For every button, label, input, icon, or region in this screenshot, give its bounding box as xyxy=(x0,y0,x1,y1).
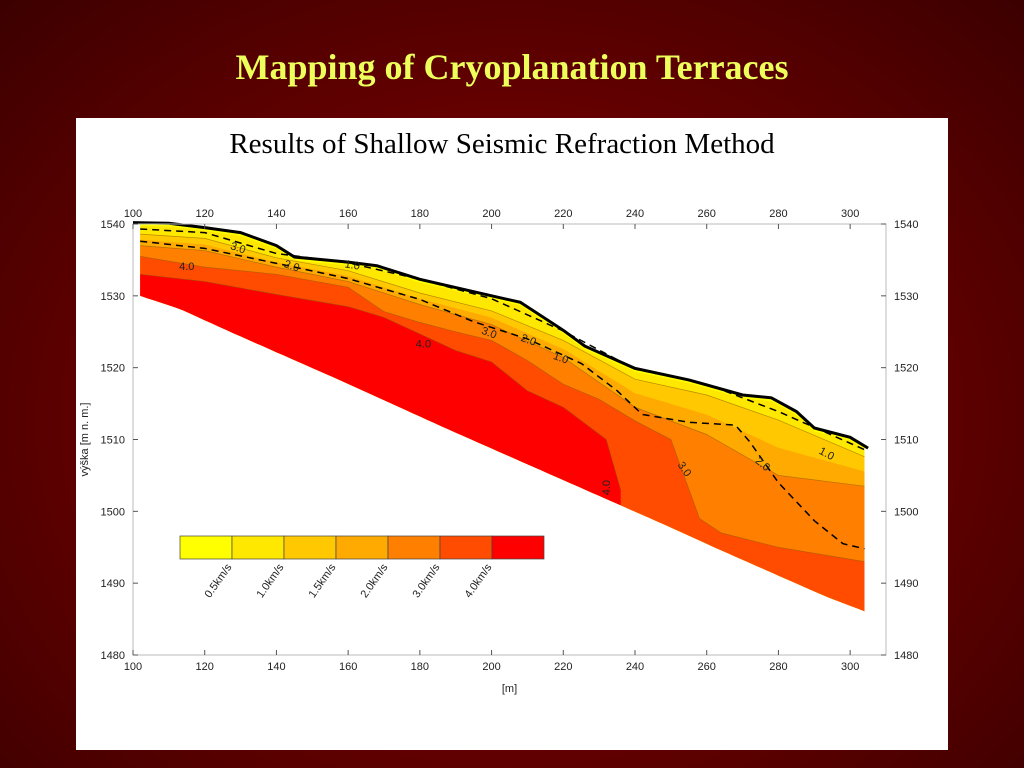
velocity-fill-layer xyxy=(140,224,865,612)
y-tick-label-right: 1500 xyxy=(894,506,918,518)
x-tick-label-bottom: 160 xyxy=(339,661,357,673)
legend-swatch xyxy=(231,535,285,560)
x-tick-label-top: 220 xyxy=(554,208,572,220)
y-tick-label-left: 1530 xyxy=(101,291,125,303)
isoline-label: 3.0 xyxy=(229,240,247,256)
velocity-isoline xyxy=(140,255,865,562)
x-axis-label: [m] xyxy=(502,683,517,695)
legend: 0.5km/s 1.0km/s 1.5km/s 2.0km/s 3.0km/s 4.0km… xyxy=(179,535,545,600)
axes-layer: 100 100 120 120 140 140 160 160 180 180 200 200 220 2… xyxy=(79,208,918,695)
y-tick-label-right: 1510 xyxy=(894,435,918,447)
isoline-label: 1.0 xyxy=(344,258,361,272)
slide-title: Mapping of Cryoplanation Terraces xyxy=(235,47,789,87)
x-tick-label-bottom: 220 xyxy=(554,661,572,673)
x-tick-label-top: 180 xyxy=(411,208,429,220)
x-tick-label-top: 260 xyxy=(698,208,716,220)
refractor-dashed-line xyxy=(140,228,865,451)
x-tick-label-top: 240 xyxy=(626,208,644,220)
x-tick-label-bottom: 180 xyxy=(411,661,429,673)
legend-swatch xyxy=(439,535,493,560)
legend-swatch xyxy=(387,535,441,560)
x-tick-label-top: 200 xyxy=(482,208,500,220)
legend-swatch xyxy=(283,535,337,560)
x-tick-label-bottom: 280 xyxy=(769,661,787,673)
y-tick-label-right: 1490 xyxy=(894,578,918,590)
legend-swatch xyxy=(335,535,389,560)
x-tick-label-bottom: 100 xyxy=(124,661,142,673)
velocity-isoline xyxy=(140,233,865,458)
isoline-label: 1.0 xyxy=(551,350,569,367)
isoline-label: 4.0 xyxy=(601,480,613,495)
legend-label: 3.0km/s xyxy=(411,561,443,600)
x-tick-label-bottom: 300 xyxy=(841,661,859,673)
legend-label: 1.5km/s xyxy=(307,561,339,600)
y-axis-label: výška [m n. m.] xyxy=(79,403,91,477)
refractor-dashed-line xyxy=(140,240,865,550)
y-tick-label-right: 1530 xyxy=(894,291,918,303)
legend-swatch xyxy=(179,535,233,560)
x-tick-label-top: 280 xyxy=(769,208,787,220)
legend-label: 2.0km/s xyxy=(359,561,391,600)
legend-label: 4.0km/s xyxy=(463,561,495,600)
y-tick-label-left: 1480 xyxy=(101,650,125,662)
isoline-layer: 4.03.02.0 1.04.03.0 2.01.04.03.0 2.01.0 xyxy=(132,221,869,562)
chart-title: Results of Shallow Seismic Refraction Me… xyxy=(229,128,775,160)
x-tick-label-top: 140 xyxy=(267,208,285,220)
chart-panel: Results of Shallow Seismic Refraction Me… xyxy=(76,118,948,750)
x-tick-label-top: 120 xyxy=(196,208,214,220)
x-tick-label-bottom: 120 xyxy=(196,661,214,673)
isoline-label: 4.0 xyxy=(416,339,431,351)
y-tick-label-right: 1540 xyxy=(894,219,918,231)
y-tick-label-left: 1510 xyxy=(101,435,125,447)
legend-label: 0.5km/s xyxy=(203,561,235,600)
velocity-isoline xyxy=(140,245,865,487)
y-tick-label-right: 1480 xyxy=(894,650,918,662)
x-tick-label-bottom: 240 xyxy=(626,661,644,673)
velocity-band xyxy=(140,274,621,506)
seismic-section-chart: 4.03.02.0 1.04.03.0 2.01.04.03.0 2.01.0 100… xyxy=(79,208,918,695)
y-tick-label-left: 1490 xyxy=(101,578,125,590)
y-tick-label-left: 1540 xyxy=(101,219,125,231)
x-tick-label-bottom: 200 xyxy=(482,661,500,673)
x-tick-label-top: 100 xyxy=(124,208,142,220)
x-tick-label-top: 300 xyxy=(841,208,859,220)
isoline-label: 2.0 xyxy=(519,332,537,349)
topographic-surface-line xyxy=(132,221,869,450)
y-tick-label-right: 1520 xyxy=(894,363,918,375)
isoline-label: 4.0 xyxy=(179,261,194,273)
velocity-isoline xyxy=(140,273,622,490)
x-tick-label-bottom: 140 xyxy=(267,661,285,673)
legend-label: 1.0km/s xyxy=(255,561,287,600)
isoline-label: 3.0 xyxy=(480,325,498,342)
legend-swatch xyxy=(491,535,545,560)
isoline-label: 2.0 xyxy=(283,258,301,274)
x-tick-label-bottom: 260 xyxy=(698,661,716,673)
y-tick-label-left: 1520 xyxy=(101,363,125,375)
x-tick-label-top: 160 xyxy=(339,208,357,220)
y-tick-label-left: 1500 xyxy=(101,506,125,518)
